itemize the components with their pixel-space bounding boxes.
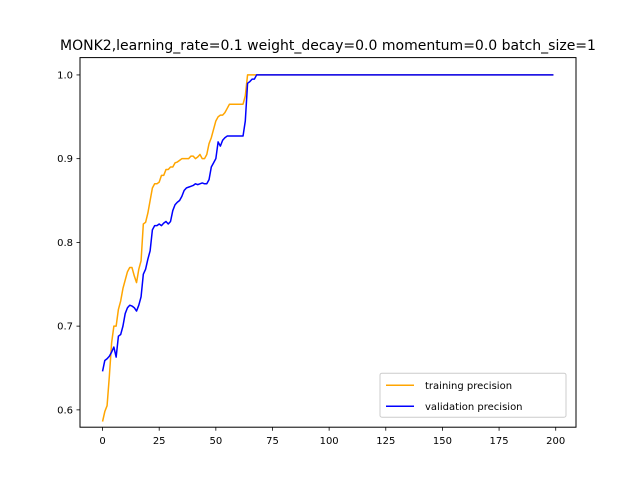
x-tick-label: 25 bbox=[153, 436, 166, 447]
y-tick-label: 0.6 bbox=[57, 405, 73, 416]
x-tick-label: 150 bbox=[433, 436, 452, 447]
x-axis: 0 25 50 75 100 125 150 175 200 bbox=[99, 427, 565, 447]
x-tick-label: 125 bbox=[376, 436, 395, 447]
x-tick-label: 100 bbox=[320, 436, 339, 447]
y-tick-label: 1.0 bbox=[57, 70, 73, 81]
x-tick-label: 50 bbox=[209, 436, 222, 447]
series-line-0 bbox=[101, 74, 554, 422]
legend-label-0: training precision bbox=[425, 381, 512, 392]
chart-title: MONK2,learning_rate=0.1 weight_decay=0.0… bbox=[60, 38, 596, 54]
plot-lines bbox=[101, 74, 554, 422]
y-tick-label: 0.9 bbox=[57, 154, 73, 165]
y-axis: 0.6 0.7 0.8 0.9 1.0 bbox=[57, 70, 80, 416]
x-tick-label: 200 bbox=[546, 436, 565, 447]
series-line-1 bbox=[101, 74, 554, 372]
x-tick-label: 175 bbox=[490, 436, 509, 447]
legend-label-1: validation precision bbox=[425, 402, 523, 413]
x-tick-label: 75 bbox=[266, 436, 279, 447]
legend-box bbox=[379, 372, 567, 418]
y-tick-label: 0.8 bbox=[57, 238, 73, 249]
x-tick-label: 0 bbox=[99, 436, 105, 447]
y-tick-label: 0.7 bbox=[57, 322, 73, 333]
legend: training precision validation precision bbox=[379, 372, 567, 418]
